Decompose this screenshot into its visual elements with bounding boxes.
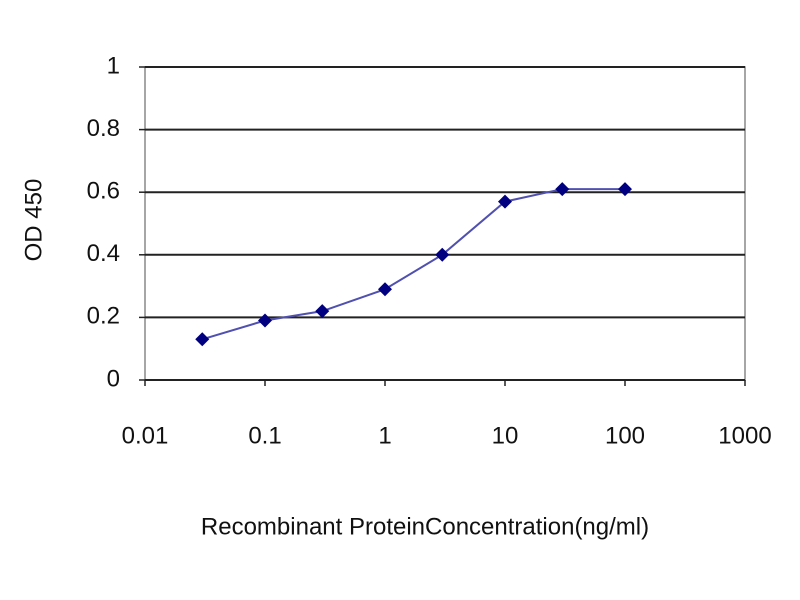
data-marker	[315, 304, 330, 319]
y-tick-label: 0.4	[87, 240, 120, 267]
data-marker	[618, 182, 632, 197]
x-tick-label: 0.1	[248, 422, 281, 449]
plot-frame	[144, 66, 746, 381]
y-axis-title: OD 450	[20, 179, 47, 262]
data-marker	[258, 313, 272, 328]
x-tick-label: 10	[492, 422, 519, 449]
y-tick-label: 0.6	[87, 178, 120, 205]
x-tick-label: 1	[378, 422, 391, 449]
x-tick-label: 1000	[718, 422, 771, 449]
data-marker	[378, 282, 392, 297]
y-tick-label: 1	[107, 52, 120, 79]
data-marker	[498, 194, 512, 209]
data-line	[201, 188, 625, 341]
y-tick-label: 0.2	[87, 303, 120, 330]
data-marker	[435, 247, 450, 262]
y-tick-label: 0	[107, 365, 120, 392]
data-marker	[555, 182, 570, 197]
x-axis-title: Recombinant ProteinConcentration(ng/ml)	[201, 513, 649, 540]
x-tick-label: 100	[605, 422, 645, 449]
data-marker	[195, 332, 210, 347]
x-tick-label: 0.01	[122, 422, 169, 449]
y-tick-label: 0.8	[87, 115, 120, 142]
